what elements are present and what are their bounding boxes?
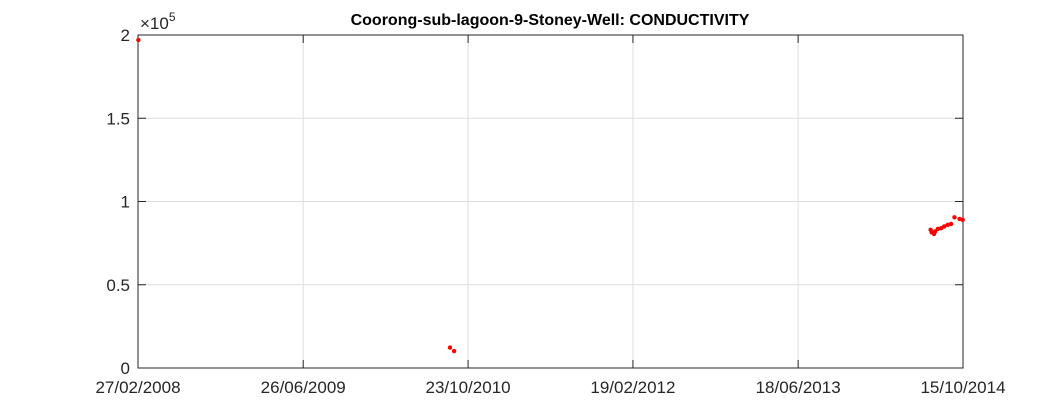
data-point	[942, 224, 947, 229]
data-point	[935, 226, 940, 232]
chart-title: Coorong-sub-lagoon-9-Stoney-Well: CONDUC…	[351, 12, 750, 29]
data-point	[952, 215, 957, 220]
y-tick-label: 1	[121, 193, 130, 212]
data-point	[451, 348, 457, 354]
y-tick-label: 0.5	[106, 276, 130, 295]
y-exponent-label: ×105	[140, 10, 176, 33]
y-tick-label: 1.5	[106, 109, 130, 128]
y-tick-label: 2	[121, 26, 130, 45]
data-point	[948, 221, 954, 227]
x-ticks: 27/02/2008 26/06/2009 23/10/2010 19/02/2012…	[95, 35, 1006, 397]
data-point	[447, 345, 453, 350]
x-tick-label: 19/02/2012	[590, 378, 675, 397]
y-exponent-base: ×10	[140, 14, 169, 33]
data-point	[136, 37, 141, 43]
data-point	[960, 217, 965, 223]
y-tick-label: 0	[121, 359, 130, 378]
data-point	[945, 222, 950, 228]
x-tick-label: 15/10/2014	[920, 378, 1005, 397]
data-points	[136, 37, 965, 354]
y-exponent-power: 5	[169, 10, 176, 24]
x-tick-label: 27/02/2008	[95, 378, 180, 397]
y-ticks: 0 0.5 1 1.5 2	[106, 26, 963, 378]
x-tick-label: 18/06/2013	[756, 378, 841, 397]
x-tick-label: 23/10/2010	[426, 378, 511, 397]
x-tick-label: 26/06/2009	[261, 378, 346, 397]
grid-lines	[138, 35, 963, 368]
